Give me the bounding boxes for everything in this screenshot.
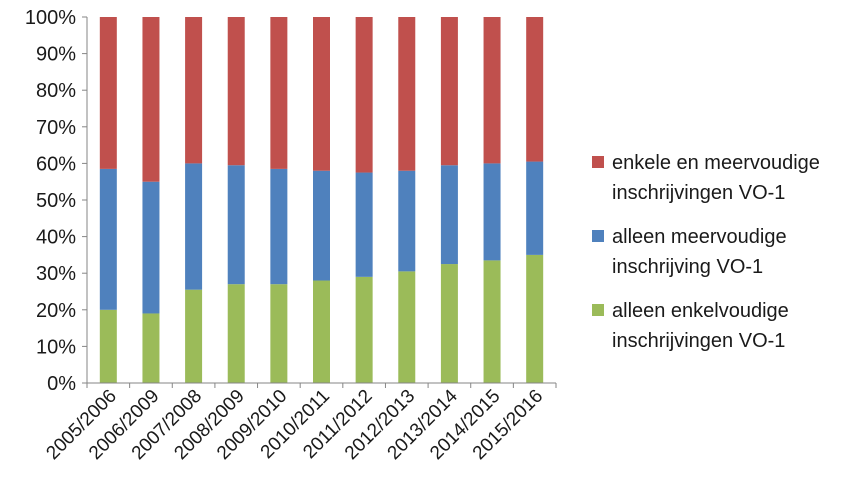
legend-item-alleen-meervoudige: alleen meervoudige inschrijving VO-1 (592, 222, 854, 282)
y-tick-label: 80% (36, 80, 76, 102)
y-tick-label: 30% (36, 263, 76, 285)
bar-segment-0 (526, 254, 544, 383)
bar-segment-1 (526, 161, 544, 255)
bar-segment-2 (355, 17, 373, 173)
y-tick-label: 20% (36, 300, 76, 322)
bar-segment-1 (398, 170, 416, 272)
legend-swatch-green (592, 304, 604, 316)
bar-segment-1 (142, 181, 160, 314)
y-tick-label: 100% (25, 7, 76, 29)
y-tick-label: 40% (36, 227, 76, 249)
y-tick-label: 0% (47, 373, 76, 395)
bar-segment-2 (185, 17, 203, 164)
bar-segment-2 (99, 17, 117, 169)
bar-segment-2 (440, 17, 458, 166)
legend-label: enkele en meervoudige inschrijvingen VO-… (612, 152, 820, 204)
bar-segment-1 (355, 172, 373, 277)
y-tick-label: 70% (36, 117, 76, 139)
y-tick-label: 50% (36, 190, 76, 212)
bar-segment-0 (185, 289, 203, 383)
bar-segment-2 (398, 17, 416, 171)
x-axis: 2005/20062006/20092007/20082008/20092009… (42, 382, 557, 464)
legend-swatch-blue (592, 230, 604, 242)
bar-segment-0 (398, 271, 416, 383)
y-tick-label: 90% (36, 44, 76, 66)
bar-segment-0 (142, 313, 160, 383)
legend-item-enkele-en-meervoudige: enkele en meervoudige inschrijvingen VO-… (592, 148, 854, 208)
bar-segment-1 (99, 168, 117, 310)
bar-segment-0 (483, 260, 501, 383)
bar-segment-1 (313, 170, 330, 281)
bars (99, 17, 544, 383)
bar-segment-1 (270, 168, 288, 285)
legend: enkele en meervoudige inschrijvingen VO-… (592, 148, 854, 370)
bar-segment-0 (227, 284, 245, 383)
bar-segment-1 (483, 163, 501, 261)
bar-segment-2 (142, 17, 160, 182)
legend-label: alleen meervoudige inschrijving VO-1 (612, 226, 787, 278)
bar-segment-2 (313, 17, 330, 171)
bar-segment-1 (185, 163, 203, 290)
legend-swatch-red (592, 156, 604, 168)
bar-segment-1 (227, 165, 245, 285)
bar-segment-0 (270, 284, 288, 383)
bar-segment-2 (526, 17, 544, 162)
bar-segment-0 (440, 264, 458, 383)
legend-label: alleen enkelvoudige inschrijvingen VO-1 (612, 300, 789, 352)
bar-segment-0 (313, 280, 330, 383)
bar-segment-2 (227, 17, 245, 166)
bar-segment-2 (270, 17, 288, 169)
legend-item-alleen-enkelvoudige: alleen enkelvoudige inschrijvingen VO-1 (592, 296, 854, 356)
y-tick-label: 60% (36, 153, 76, 175)
bar-segment-0 (355, 276, 373, 383)
bar-segment-2 (483, 17, 501, 164)
bar-segment-0 (99, 309, 117, 383)
y-tick-label: 10% (36, 336, 76, 358)
bar-segment-1 (440, 165, 458, 265)
y-axis: 0% 10% 20% 30% 40% 50% 60% 70% 80% 90% 100% (25, 7, 88, 395)
